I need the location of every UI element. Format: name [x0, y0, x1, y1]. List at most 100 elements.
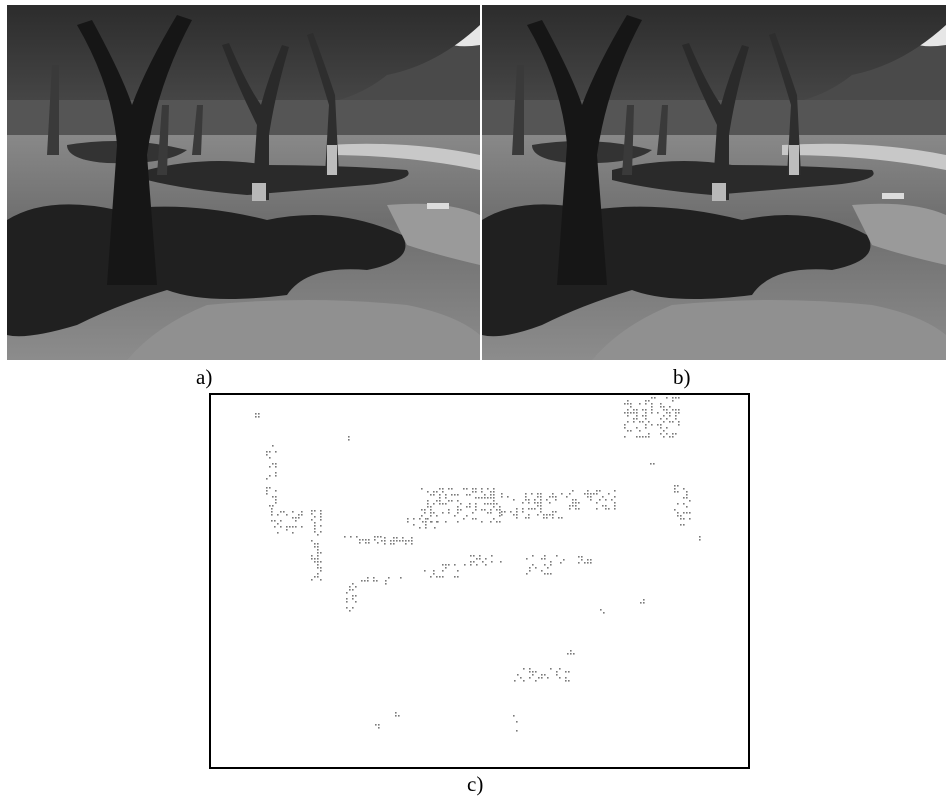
feature-point — [672, 400, 674, 402]
feature-point — [272, 496, 274, 498]
feature-point — [436, 576, 438, 578]
feature-point — [590, 496, 592, 498]
feature-point — [346, 601, 348, 603]
feature-point — [485, 564, 487, 566]
feature-point — [660, 424, 662, 426]
feature-point — [384, 543, 386, 545]
feature-point — [496, 503, 498, 505]
feature-point — [614, 508, 616, 510]
feature-point — [272, 463, 274, 465]
feature-point — [643, 599, 645, 601]
feature-point — [633, 409, 635, 411]
feature-point — [311, 555, 313, 557]
feature-point — [537, 502, 539, 504]
feature-point — [627, 421, 629, 423]
feature-point — [255, 416, 257, 418]
feature-point — [445, 497, 447, 499]
feature-point — [590, 559, 592, 561]
feature-point — [314, 558, 316, 560]
feature-point — [590, 562, 592, 564]
feature-point — [487, 488, 489, 490]
feature-point — [526, 558, 528, 560]
feature-point — [587, 496, 589, 498]
feature-point — [630, 403, 632, 405]
feature-point — [523, 680, 525, 682]
feature-point — [367, 577, 369, 579]
feature-point — [642, 421, 644, 423]
feature-point — [475, 497, 477, 499]
feature-point — [568, 671, 570, 673]
feature-point — [419, 527, 421, 529]
feature-point — [587, 562, 589, 564]
feature-point — [627, 415, 629, 417]
feature-point — [402, 540, 404, 542]
feature-point — [532, 674, 534, 676]
feature-point — [289, 526, 291, 528]
feature-point — [485, 558, 487, 560]
feature-point — [529, 668, 531, 670]
feature-point — [563, 559, 565, 561]
feature-point — [678, 397, 680, 399]
feature-point — [535, 680, 537, 682]
caption-a: a) — [196, 365, 213, 389]
feature-point — [317, 564, 319, 566]
feature-point — [599, 499, 601, 501]
feature-point — [531, 493, 533, 495]
feature-point — [590, 493, 592, 495]
feature-point — [317, 549, 319, 551]
feature-point — [424, 570, 426, 572]
feature-point — [648, 433, 650, 435]
feature-point — [311, 513, 313, 515]
feature-point — [436, 515, 438, 517]
feature-point — [674, 491, 676, 493]
feature-point — [648, 421, 650, 423]
feature-point — [672, 409, 674, 411]
feature-point — [359, 539, 361, 541]
feature-point — [605, 499, 607, 501]
feature-point — [537, 514, 539, 516]
feature-point — [675, 433, 677, 435]
feature-point — [550, 573, 552, 575]
feature-point — [570, 650, 572, 652]
feature-point — [648, 436, 650, 438]
feature-point — [320, 531, 322, 533]
feature-point — [531, 508, 533, 510]
feature-point — [269, 505, 271, 507]
feature-point — [669, 421, 671, 423]
feature-point — [501, 493, 503, 495]
feature-point — [317, 576, 319, 578]
feature-point — [525, 493, 527, 495]
feature-point — [378, 724, 380, 726]
feature-point — [581, 556, 583, 558]
feature-point — [556, 674, 558, 676]
feature-point — [266, 451, 268, 453]
feature-point — [549, 514, 551, 516]
feature-point — [476, 558, 478, 560]
feature-point — [430, 576, 432, 578]
feature-point — [407, 521, 409, 523]
feature-point — [478, 497, 480, 499]
feature-point — [320, 516, 322, 518]
feature-point — [686, 512, 688, 514]
feature-point — [356, 536, 358, 538]
feature-point — [317, 555, 319, 557]
feature-point — [457, 500, 459, 502]
feature-point — [624, 427, 626, 429]
feature-point — [255, 413, 257, 415]
feature-point — [559, 677, 561, 679]
feature-point — [680, 515, 682, 517]
feature-point — [611, 499, 613, 501]
feature-point — [540, 502, 542, 504]
feature-point — [317, 558, 319, 560]
feature-point — [487, 512, 489, 514]
feature-point — [352, 589, 354, 591]
feature-point — [451, 488, 453, 490]
feature-point — [596, 490, 598, 492]
feature-point — [436, 521, 438, 523]
feature-point — [556, 671, 558, 673]
feature-point — [314, 522, 316, 524]
feature-point — [639, 421, 641, 423]
feature-point — [466, 515, 468, 517]
feature-point — [364, 580, 366, 582]
feature-point — [513, 715, 515, 717]
